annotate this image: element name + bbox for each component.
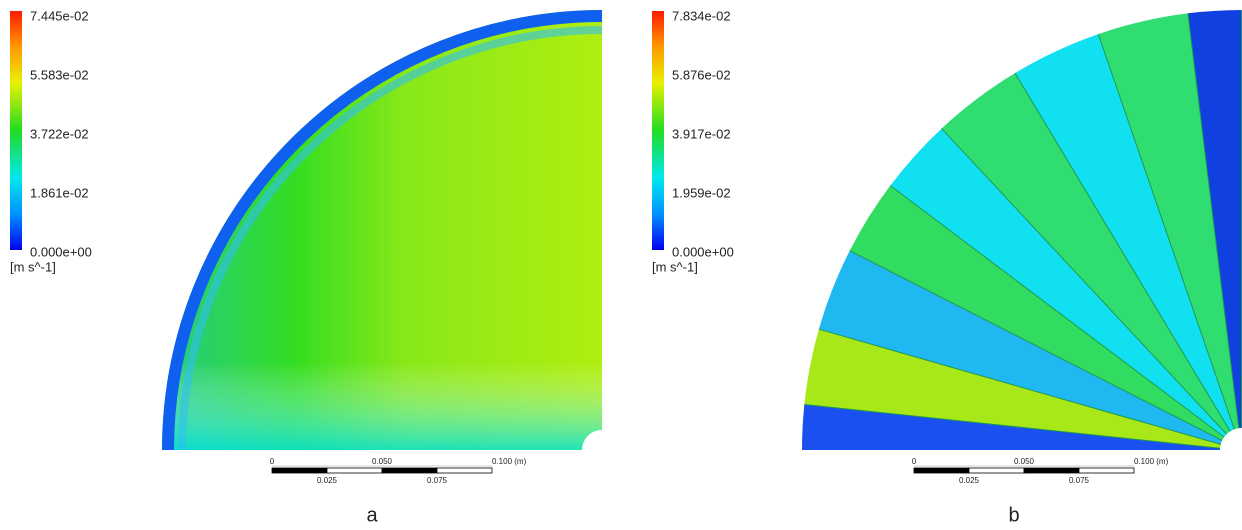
scale-label: 0.075: [1069, 476, 1090, 485]
panel-caption: b: [1008, 504, 1019, 526]
blade-passage: [1015, 33, 1235, 432]
hub: [582, 430, 622, 470]
scale-segment: [381, 467, 438, 474]
legend-tick-label: 7.834e-02: [672, 8, 731, 23]
color-bar: [652, 11, 664, 250]
scale-label: 0.025: [317, 476, 338, 485]
legend-tick-label: 7.445e-02: [30, 8, 89, 23]
blade-passage: [1098, 13, 1240, 430]
legend-tick-label: 1.959e-02: [672, 185, 731, 200]
scale-label: 0.025: [959, 476, 980, 485]
blade-passage: [819, 250, 1223, 444]
scale-label: 0: [912, 457, 917, 466]
panel-caption: a: [366, 504, 378, 526]
scale-segment: [436, 467, 493, 474]
scale-segment: [1023, 467, 1080, 474]
scale-label: 0.050: [372, 457, 393, 466]
scale-segment: [913, 467, 970, 474]
wall-layer: [162, 10, 603, 451]
color-bar: [10, 11, 22, 250]
blade-passage: [890, 128, 1227, 437]
legend-unit: [m s^-1]: [652, 259, 698, 274]
scale-label: 0.100 (m): [1134, 457, 1169, 466]
legend-tick-label: 3.917e-02: [672, 126, 731, 141]
legend-unit: [m s^-1]: [10, 259, 56, 274]
scale-segment: [326, 467, 383, 474]
scale-label: 0.050: [1014, 457, 1035, 466]
legend-tick-label: 5.876e-02: [672, 67, 731, 82]
scale-segment: [271, 467, 328, 474]
blade-passage: [804, 328, 1221, 448]
blade-passage: [849, 185, 1225, 441]
scale-segment: [1078, 467, 1135, 474]
blade-passage: [1188, 10, 1242, 429]
legend-tick-label: 0.000e+00: [30, 244, 92, 259]
scale-label: 0.100 (m): [492, 457, 527, 466]
legend-tick-label: 0.000e+00: [672, 244, 734, 259]
panel-a: [10, 10, 622, 470]
hub: [1220, 428, 1242, 472]
scale-label: 0: [270, 457, 275, 466]
blade: [849, 249, 1223, 441]
wall-layer: [178, 26, 603, 451]
legend-tick-label: 5.583e-02: [30, 67, 89, 82]
scale-segment: [968, 467, 1025, 474]
legend-tick-label: 1.861e-02: [30, 185, 89, 200]
contour-shade: [162, 10, 602, 450]
scale-label: 0.075: [427, 476, 448, 485]
blade-passage: [941, 72, 1231, 434]
panel-b: [652, 10, 1242, 472]
legend-tick-label: 3.722e-02: [30, 126, 89, 141]
